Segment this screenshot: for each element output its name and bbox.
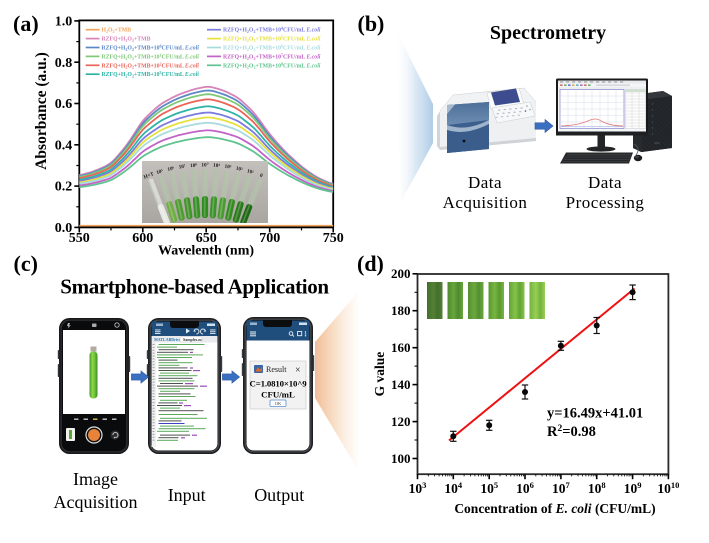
svg-text:RZFQ+H2O2+TMB+106CFU/mL E.coli: RZFQ+H2O2+TMB+106CFU/mL E.coli (223, 44, 321, 52)
svg-text:700: 700 (259, 231, 280, 246)
svg-text:y=16.49x+41.01: y=16.49x+41.01 (547, 406, 643, 422)
svg-text:Absorbance (a.u.): Absorbance (a.u.) (33, 52, 50, 170)
svg-text:(b): (b) (358, 11, 385, 36)
svg-text:Image: Image (73, 469, 118, 489)
svg-text:(a): (a) (13, 11, 39, 36)
svg-text:0.2: 0.2 (55, 180, 73, 195)
svg-text:120: 120 (391, 414, 411, 429)
svg-text:104: 104 (444, 480, 463, 496)
svg-text:650: 650 (196, 231, 217, 246)
svg-text:Acquisition: Acquisition (54, 492, 138, 512)
svg-text:RZFQ+H2O2+TMB+100CFU/mL E.coli: RZFQ+H2O2+TMB+100CFU/mL E.coli (102, 44, 200, 52)
svg-text:140: 140 (391, 377, 411, 392)
svg-text:RZFQ+H2O2+TMB+103CFU/mL E.coli: RZFQ+H2O2+TMB+103CFU/mL E.coli (102, 70, 200, 78)
svg-text:RZFQ+H2O2+TMB+108CFU/mL E.coli: RZFQ+H2O2+TMB+108CFU/mL E.coli (223, 61, 321, 69)
svg-text:H2O2+TMB: H2O2+TMB (102, 28, 132, 34)
svg-text:RZFQ+H2O2+TMB+101CFU/mL E.coli: RZFQ+H2O2+TMB+101CFU/mL E.coli (102, 52, 200, 60)
svg-text:10⁴: 10⁴ (213, 163, 221, 170)
svg-text:Concentration of E. coli (CFU/: Concentration of E. coli (CFU/mL) (454, 501, 655, 516)
svg-text:C=1.0810×10^9: C=1.0810×10^9 (250, 379, 308, 389)
svg-text:180: 180 (391, 303, 411, 318)
svg-text:Processing: Processing (566, 193, 645, 212)
svg-text:MATLABDrive: MATLABDrive (154, 337, 181, 342)
svg-text:Result: Result (266, 365, 287, 374)
svg-text:10³: 10³ (224, 164, 232, 171)
svg-text:Spectrometry: Spectrometry (490, 22, 606, 44)
svg-text:0.4: 0.4 (55, 138, 73, 153)
svg-text:0.0: 0.0 (55, 221, 73, 236)
svg-text:(d): (d) (357, 251, 384, 276)
svg-text:1.0: 1.0 (55, 15, 73, 30)
svg-text:Wavelenth (nm): Wavelenth (nm) (158, 243, 254, 258)
svg-text:10⁷: 10⁷ (178, 164, 186, 171)
svg-text:103: 103 (409, 480, 427, 496)
svg-text:RZFQ+H2O2+TMB+104CFU/mL E.coli: RZFQ+H2O2+TMB+104CFU/mL E.coli (223, 26, 321, 34)
svg-text:106: 106 (516, 480, 534, 496)
svg-text:105: 105 (480, 480, 498, 496)
svg-text:RZFQ+H2O2+TMB: RZFQ+H2O2+TMB (102, 37, 151, 43)
svg-text:10²: 10² (235, 166, 243, 173)
svg-text:×: × (295, 365, 301, 376)
svg-text:Smartphone-based Application: Smartphone-based Application (60, 275, 329, 299)
svg-text:0.8: 0.8 (55, 56, 73, 71)
svg-text:107: 107 (552, 480, 571, 496)
svg-text:OK: OK (275, 401, 282, 406)
svg-text:(c): (c) (14, 251, 38, 276)
svg-text:Input: Input (168, 485, 206, 505)
svg-text:600: 600 (132, 231, 153, 246)
svg-text:10⁶: 10⁶ (167, 166, 175, 173)
svg-text:108: 108 (588, 480, 606, 496)
svg-text:109: 109 (624, 480, 642, 496)
svg-text:Output: Output (254, 485, 304, 505)
svg-text:Samples.m: Samples.m (183, 337, 202, 342)
svg-text:10⁸: 10⁸ (190, 163, 198, 170)
svg-text:1010: 1010 (657, 480, 679, 496)
svg-text:H+T: H+T (143, 171, 155, 181)
svg-text:0.6: 0.6 (55, 97, 73, 112)
svg-text:10⁵: 10⁵ (156, 168, 165, 176)
svg-text:100: 100 (391, 451, 411, 466)
svg-text:RZFQ+H2O2+TMB+107CFU/mL E.coli: RZFQ+H2O2+TMB+107CFU/mL E.coli (223, 52, 321, 60)
svg-text:RZFQ+H2O2+TMB+105CFU/mL E.coli: RZFQ+H2O2+TMB+105CFU/mL E.coli (223, 35, 321, 43)
svg-text:CFU/mL: CFU/mL (261, 390, 295, 400)
svg-text:200: 200 (391, 266, 411, 281)
svg-text:550: 550 (69, 231, 90, 246)
svg-text:750: 750 (323, 231, 344, 246)
svg-text:Data: Data (588, 173, 622, 192)
svg-text:Acquisition: Acquisition (443, 193, 528, 212)
svg-text:10°: 10° (201, 162, 208, 169)
svg-text:10¹: 10¹ (246, 168, 255, 176)
svg-text:R2=0.98: R2=0.98 (547, 424, 596, 440)
svg-text:G value: G value (372, 352, 387, 397)
svg-text:RZFQ+H2O2+TMB+102CFU/mL E.coli: RZFQ+H2O2+TMB+102CFU/mL E.coli (102, 61, 200, 69)
svg-text:Data: Data (468, 173, 502, 192)
svg-text:0: 0 (259, 173, 264, 180)
svg-text:160: 160 (391, 340, 411, 355)
